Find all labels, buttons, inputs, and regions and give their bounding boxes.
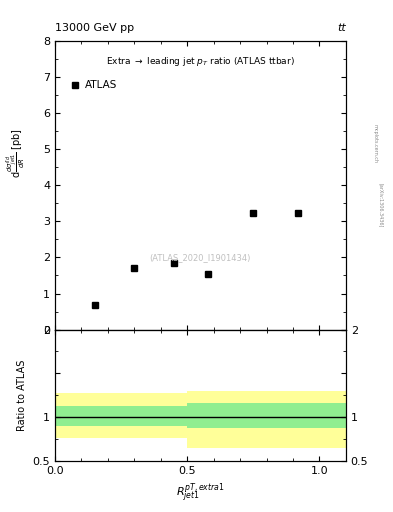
Text: mcplots.cern.ch: mcplots.cern.ch <box>373 124 378 163</box>
ATLAS <box>296 210 301 217</box>
Text: [arXiv:1306.3436]: [arXiv:1306.3436] <box>379 183 384 227</box>
ATLAS <box>92 302 97 308</box>
Text: 13000 GeV pp: 13000 GeV pp <box>55 23 134 33</box>
Legend: ATLAS: ATLAS <box>66 75 122 95</box>
Text: d$\frac{d\sigma_{jet1}^{fid}}{dR}$ [pb]: d$\frac{d\sigma_{jet1}^{fid}}{dR}$ [pb] <box>4 129 27 179</box>
Line: ATLAS: ATLAS <box>92 210 301 308</box>
ATLAS <box>206 271 211 278</box>
ATLAS <box>132 265 137 271</box>
Text: Extra $\rightarrow$ leading jet $p_{T}$ ratio (ATLAS ttbar): Extra $\rightarrow$ leading jet $p_{T}$ … <box>106 55 295 69</box>
ATLAS <box>251 210 256 217</box>
ATLAS <box>172 260 176 266</box>
X-axis label: $R_{jet1}^{pT,extra1}$: $R_{jet1}^{pT,extra1}$ <box>176 481 225 505</box>
Y-axis label: Ratio to ATLAS: Ratio to ATLAS <box>17 359 27 431</box>
Text: (ATLAS_2020_I1901434): (ATLAS_2020_I1901434) <box>150 253 251 262</box>
Text: tt: tt <box>337 23 346 33</box>
